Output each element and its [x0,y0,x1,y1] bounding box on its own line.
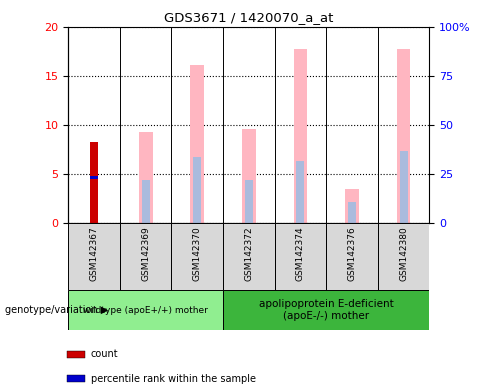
FancyBboxPatch shape [120,223,171,290]
Text: GSM142367: GSM142367 [90,226,99,281]
FancyBboxPatch shape [223,290,429,330]
Text: apolipoprotein E-deficient
(apoE-/-) mother: apolipoprotein E-deficient (apoE-/-) mot… [259,299,394,321]
FancyBboxPatch shape [68,223,120,290]
FancyBboxPatch shape [68,290,223,330]
Bar [400,151,407,223]
Text: percentile rank within the sample: percentile rank within the sample [91,374,256,384]
Bar [294,50,307,223]
Text: GSM142370: GSM142370 [193,226,202,281]
Bar [242,129,256,223]
Bar [193,157,202,223]
FancyBboxPatch shape [171,223,223,290]
Text: GSM142376: GSM142376 [347,226,357,281]
Bar [67,375,85,382]
Bar [397,50,410,223]
Text: genotype/variation ▶: genotype/variation ▶ [5,305,108,315]
Text: wildtype (apoE+/+) mother: wildtype (apoE+/+) mother [83,306,208,314]
Bar [90,142,98,223]
Text: count: count [91,349,118,359]
Text: GSM142380: GSM142380 [399,226,408,281]
Bar [348,202,356,223]
Bar [245,180,253,223]
Bar [345,189,359,223]
Bar [190,65,204,223]
FancyBboxPatch shape [223,223,275,290]
Bar [90,176,98,179]
Bar [296,161,305,223]
Text: GSM142374: GSM142374 [296,226,305,281]
Text: GSM142372: GSM142372 [244,226,253,281]
FancyBboxPatch shape [275,223,326,290]
FancyBboxPatch shape [326,223,378,290]
Bar [67,351,85,358]
FancyBboxPatch shape [378,223,429,290]
Bar [142,180,150,223]
Title: GDS3671 / 1420070_a_at: GDS3671 / 1420070_a_at [164,11,334,24]
Text: GSM142369: GSM142369 [141,226,150,281]
Bar [139,132,153,223]
